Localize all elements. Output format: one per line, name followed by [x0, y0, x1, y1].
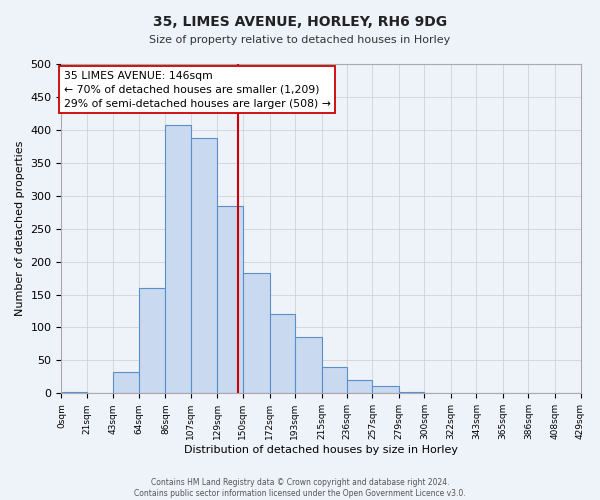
Bar [243, 273, 269, 394]
Bar [399, 392, 424, 394]
Bar [295, 336, 322, 394]
Text: 35 LIMES AVENUE: 146sqm
← 70% of detached houses are smaller (1,209)
29% of semi: 35 LIMES AVENUE: 146sqm ← 70% of detache… [64, 70, 331, 108]
Bar [61, 392, 87, 394]
Bar [166, 126, 191, 394]
Bar [113, 372, 139, 394]
Text: 35, LIMES AVENUE, HORLEY, RH6 9DG: 35, LIMES AVENUE, HORLEY, RH6 9DG [153, 15, 447, 29]
Bar [347, 380, 373, 394]
Bar [191, 138, 217, 394]
Bar [269, 314, 295, 394]
X-axis label: Distribution of detached houses by size in Horley: Distribution of detached houses by size … [184, 445, 458, 455]
Y-axis label: Number of detached properties: Number of detached properties [15, 141, 25, 316]
Bar [373, 386, 399, 394]
Bar [217, 206, 243, 394]
Bar [139, 288, 166, 394]
Text: Contains HM Land Registry data © Crown copyright and database right 2024.
Contai: Contains HM Land Registry data © Crown c… [134, 478, 466, 498]
Text: Size of property relative to detached houses in Horley: Size of property relative to detached ho… [149, 35, 451, 45]
Bar [322, 367, 347, 394]
